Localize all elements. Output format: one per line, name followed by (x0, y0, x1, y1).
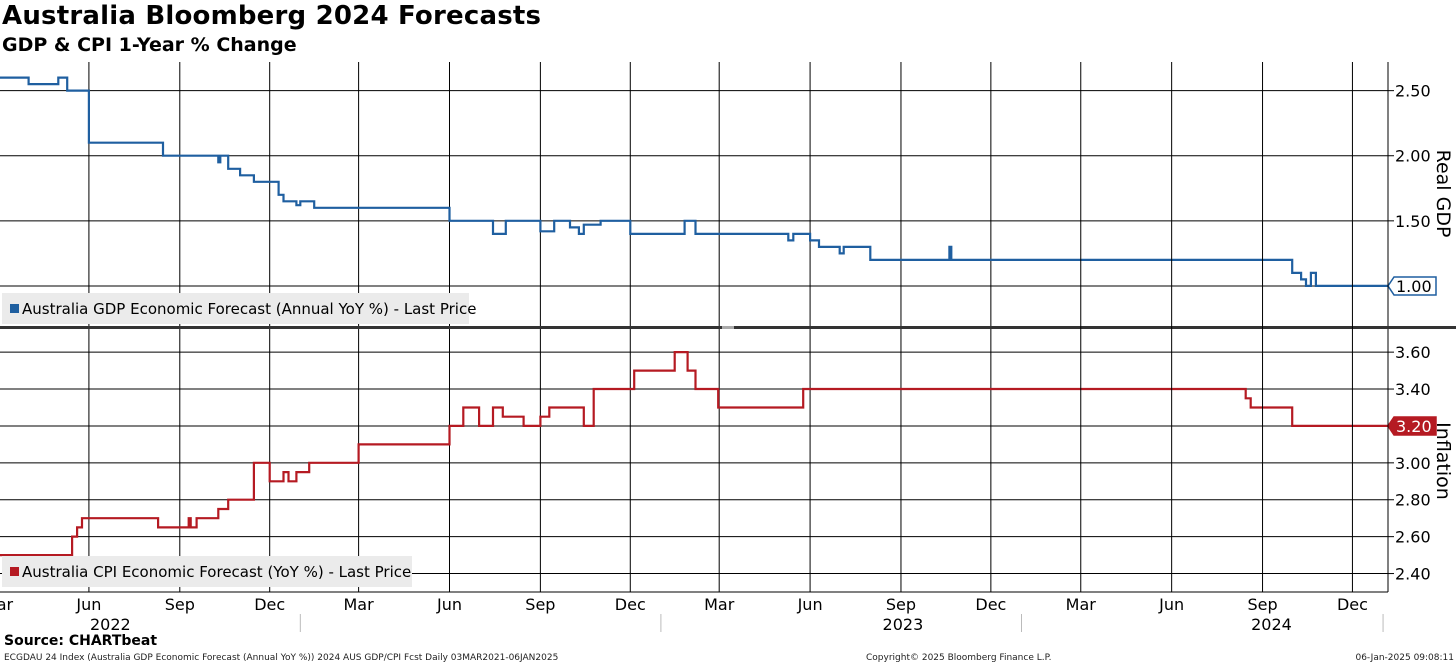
footer-copyright: Copyright© 2025 Bloomberg Finance L.P. (866, 653, 1052, 663)
axis-label-real-gdp: Real GDP (1432, 150, 1454, 238)
x-tick-month-label: Mar (704, 595, 735, 614)
footer-description: ECGDAU 24 Index (Australia GDP Economic … (4, 653, 559, 663)
cpi-series-line (0, 351, 1388, 557)
x-tick-month-label: Dec (254, 595, 285, 614)
x-tick-month-label: Dec (615, 595, 646, 614)
axis-label-inflation: Inflation (1432, 422, 1454, 500)
y-tick-label: 3.40 (1395, 380, 1431, 399)
source-label: Source: CHARTbeat (4, 633, 158, 649)
y-tick-label: 1.50 (1395, 212, 1431, 231)
x-tick-month-label: Mar (0, 595, 14, 614)
y-tick-label: 2.50 (1395, 82, 1431, 101)
last-value-tag (1387, 416, 1437, 436)
x-tick-month-label: Jun (797, 595, 823, 614)
y-tick-label: 2.60 (1395, 528, 1431, 547)
x-tick-month-label: Jun (1158, 595, 1184, 614)
legend-box (2, 556, 412, 587)
chart-title: Australia Bloomberg 2024 Forecasts (2, 1, 542, 31)
gdp-series-line (0, 76, 1388, 287)
x-year-label: 2024 (1251, 615, 1292, 634)
x-tick-month-label: Sep (525, 595, 555, 614)
x-tick-month-label: Dec (1337, 595, 1368, 614)
panel-divider-handle (722, 326, 734, 329)
y-tick-label: 2.40 (1395, 565, 1431, 584)
legend-box (2, 293, 469, 324)
y-tick-label: 2.00 (1395, 147, 1431, 166)
legend-label: Australia CPI Economic Forecast (YoY %) … (22, 563, 411, 581)
x-tick-month-label: Dec (975, 595, 1006, 614)
x-year-label: 2022 (90, 615, 131, 634)
last-value-label: 1.00 (1396, 277, 1432, 296)
x-tick-month-label: Sep (1247, 595, 1277, 614)
x-tick-month-label: Jun (436, 595, 462, 614)
y-tick-label: 3.00 (1395, 454, 1431, 473)
legend-label: Australia GDP Economic Forecast (Annual … (22, 300, 476, 318)
x-tick-month-label: Sep (165, 595, 195, 614)
x-tick-month-label: Jun (75, 595, 101, 614)
last-value-tag (1387, 276, 1437, 296)
x-year-label: 2023 (883, 615, 924, 634)
legend-swatch (10, 304, 19, 313)
footer-timestamp: 06-Jan-2025 09:08:11 (1355, 653, 1454, 663)
x-tick-month-label: Mar (1066, 595, 1097, 614)
x-tick-month-label: Sep (886, 595, 916, 614)
legend-swatch (10, 567, 19, 576)
y-tick-label: 3.60 (1395, 343, 1431, 362)
y-tick-label: 2.80 (1395, 491, 1431, 510)
chart-subtitle: GDP & CPI 1-Year % Change (2, 34, 297, 56)
x-tick-month-label: Mar (344, 595, 375, 614)
last-value-label: 3.20 (1396, 417, 1432, 436)
